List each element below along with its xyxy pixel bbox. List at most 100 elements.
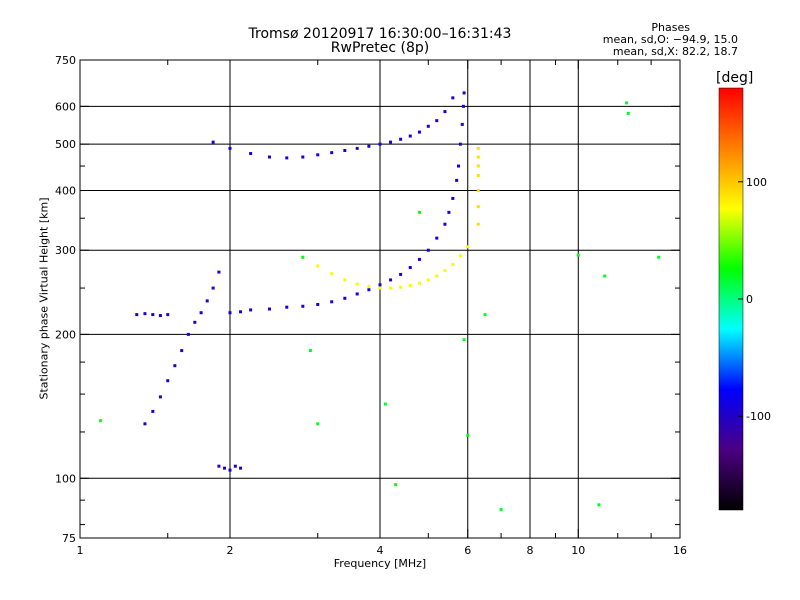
data-point <box>476 205 480 209</box>
data-point <box>267 307 271 311</box>
colorbar-tick-label: 0 <box>746 293 753 306</box>
y-tick-label: 75 <box>62 532 76 545</box>
data-point <box>417 130 421 134</box>
data-point <box>330 300 334 304</box>
data-points <box>99 91 661 512</box>
colorbar-tick-label: -100 <box>746 410 771 423</box>
data-point <box>417 281 421 285</box>
data-point <box>462 91 466 95</box>
data-point <box>451 96 455 100</box>
data-point <box>408 266 412 270</box>
data-point <box>476 155 480 159</box>
data-point <box>158 314 162 318</box>
data-point <box>166 313 170 317</box>
data-point <box>151 409 155 413</box>
data-point <box>378 283 382 287</box>
data-point <box>399 272 403 276</box>
data-point <box>460 122 464 126</box>
x-tick-label: 2 <box>227 544 234 557</box>
data-point <box>308 349 312 353</box>
data-point <box>389 286 393 290</box>
data-point <box>233 464 237 468</box>
data-point <box>466 245 470 249</box>
data-point <box>186 332 190 336</box>
phase-colorbar: -100 0 100 <box>718 87 771 511</box>
data-point <box>180 349 184 353</box>
x-tick-label: 16 <box>673 544 687 557</box>
data-point <box>435 119 439 123</box>
data-point <box>603 274 607 278</box>
data-point <box>443 269 447 273</box>
data-point <box>99 419 103 423</box>
data-point <box>228 311 232 315</box>
data-point <box>193 320 197 324</box>
data-point <box>383 402 387 406</box>
data-point <box>367 144 371 148</box>
data-point <box>173 364 177 368</box>
data-point <box>435 236 439 240</box>
data-point <box>462 338 466 342</box>
data-point <box>408 284 412 288</box>
data-point <box>316 422 320 426</box>
data-point <box>576 253 580 257</box>
data-point <box>330 272 334 276</box>
data-point <box>316 264 320 268</box>
data-point <box>285 305 289 309</box>
x-tick-label: 6 <box>464 544 471 557</box>
axes: 1 2 4 6 8 10 16 75 100 200 300 400 500 600 750 <box>55 54 687 557</box>
colorbar-tick-label: 100 <box>746 176 767 189</box>
data-point <box>249 308 253 312</box>
x-tick-label: 1 <box>77 544 84 557</box>
data-point <box>211 286 215 290</box>
x-axis-label: Frequency [MHz] <box>333 557 427 570</box>
data-point <box>343 278 347 282</box>
data-point <box>228 468 232 472</box>
data-point <box>143 312 147 316</box>
data-point <box>625 101 629 105</box>
data-point <box>447 210 451 214</box>
data-point <box>316 302 320 306</box>
data-point <box>217 464 221 468</box>
y-tick-label: 750 <box>55 54 76 67</box>
data-point <box>301 304 305 308</box>
data-point <box>476 173 480 177</box>
data-point <box>389 278 393 282</box>
data-point <box>483 313 487 317</box>
colorbar-unit-label: [deg] <box>716 70 754 86</box>
data-point <box>267 155 271 159</box>
data-point <box>417 210 421 214</box>
grid-lines <box>80 60 680 538</box>
phase-stats-x-mode: mean, sd,X: 82.2, 18.7 <box>612 45 738 58</box>
data-point <box>158 395 162 399</box>
data-point <box>458 254 462 258</box>
y-tick-label: 100 <box>55 472 76 485</box>
data-point <box>399 137 403 141</box>
data-point <box>466 433 470 437</box>
data-point <box>476 164 480 168</box>
data-point <box>378 142 382 146</box>
data-point <box>476 188 480 192</box>
data-point <box>597 503 601 507</box>
data-point <box>199 311 203 315</box>
x-tick-label: 8 <box>527 544 534 557</box>
data-point <box>457 164 461 168</box>
data-point <box>301 255 305 259</box>
phase-stats-header: Phases <box>651 21 690 34</box>
data-point <box>389 140 393 144</box>
data-point <box>443 110 447 114</box>
x-tick-label: 10 <box>571 544 585 557</box>
data-point <box>330 151 334 155</box>
data-point <box>476 222 480 226</box>
data-point <box>217 270 221 274</box>
data-point <box>443 222 447 226</box>
data-point <box>205 299 209 303</box>
data-point <box>166 379 170 383</box>
data-point <box>316 153 320 157</box>
data-point <box>499 508 503 512</box>
data-point <box>151 313 155 317</box>
data-point <box>426 124 430 128</box>
chart-subtitle: RwPretec (8p) <box>330 40 430 56</box>
y-tick-label: 500 <box>55 138 76 151</box>
data-point <box>285 156 289 160</box>
